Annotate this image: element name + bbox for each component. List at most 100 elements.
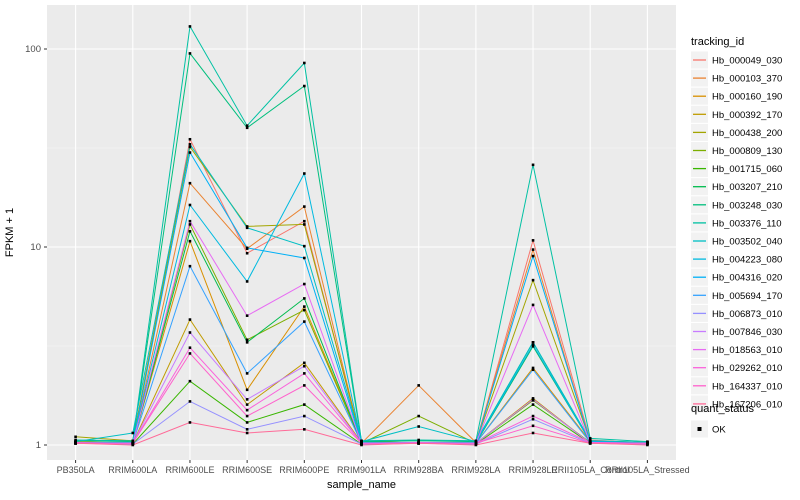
legend-entry-label: Hb_164337_010: [712, 381, 782, 392]
y-axis-title: FPKM + 1: [4, 208, 16, 257]
data-point: [188, 52, 192, 55]
legend-entry-label: Hb_000438_200: [712, 128, 782, 139]
data-point: [74, 435, 77, 439]
ok-square-marker-icon: [697, 427, 702, 431]
data-point: [303, 372, 306, 375]
data-point: [188, 379, 192, 383]
data-point: [588, 441, 592, 445]
data-point: [188, 143, 192, 146]
legend-entry-label: Hb_167206_010: [712, 399, 782, 410]
x-tick-label: PB350LA: [57, 465, 95, 475]
data-point: [417, 414, 420, 418]
data-point: [417, 438, 420, 442]
data-point: [303, 364, 306, 368]
data-point: [131, 443, 135, 447]
legend-entry-label: Hb_003248_030: [712, 200, 782, 211]
data-point: [74, 438, 77, 442]
data-point: [474, 441, 478, 445]
legend-entry-label: Hb_003502_040: [712, 237, 782, 248]
x-tick-label: RRIM928LE: [509, 465, 558, 475]
data-point: [245, 421, 249, 424]
data-point: [531, 398, 535, 401]
data-point: [245, 314, 249, 317]
data-point: [74, 441, 77, 445]
data-point: [303, 84, 306, 88]
data-point: [531, 239, 535, 242]
data-point: [188, 400, 192, 403]
legend-entry-label: Hb_029262_010: [712, 363, 782, 374]
data-point: [245, 403, 249, 406]
data-point: [303, 320, 306, 323]
legend-entry-label: Hb_006873_010: [712, 309, 782, 320]
data-point: [417, 425, 420, 428]
x-tick-label: RRII105LA_Stressed: [605, 465, 690, 475]
data-point: [646, 441, 649, 445]
legend-entry-label: Hb_003376_110: [712, 218, 782, 229]
data-point: [646, 443, 649, 447]
data-point: [245, 124, 249, 127]
data-point: [303, 205, 306, 208]
data-point: [245, 388, 249, 392]
data-point: [303, 305, 306, 308]
data-point: [360, 441, 363, 445]
data-point: [188, 264, 192, 268]
legend-title-quant-status: quant_status: [691, 403, 754, 415]
x-tick-label: RRIM600SE: [222, 465, 272, 475]
data-point: [531, 424, 535, 428]
data-point: [245, 226, 249, 230]
data-point: [245, 246, 249, 250]
data-point: [188, 219, 192, 223]
x-tick-label: RRIM600LA: [108, 465, 157, 475]
y-tick-label: 10: [30, 242, 41, 253]
legend-entry-label: Hb_018563_010: [712, 345, 782, 356]
data-point: [360, 443, 363, 447]
data-point: [531, 417, 535, 421]
legend-entry-label: Hb_000160_190: [712, 92, 782, 103]
data-point: [303, 308, 306, 312]
legend-entry-label: Hb_000103_370: [712, 74, 782, 85]
data-point: [188, 181, 192, 185]
legend-entry-label: Hb_003207_210: [712, 182, 782, 193]
legend-entry-label: Hb_001715_060: [712, 164, 782, 175]
data-point: [188, 145, 192, 149]
data-point: [188, 223, 192, 226]
data-point: [188, 137, 192, 141]
data-point: [188, 151, 192, 154]
data-point: [531, 343, 535, 347]
data-point: [245, 280, 249, 283]
data-point: [303, 414, 306, 418]
legend-entry-label: Hb_004223_080: [712, 255, 782, 266]
data-point: [531, 341, 535, 344]
data-point: [245, 398, 249, 401]
data-point: [531, 366, 535, 370]
data-point: [131, 431, 135, 435]
data-point: [245, 428, 249, 431]
data-point: [303, 403, 306, 406]
data-point: [188, 239, 192, 243]
y-tick-label: 1: [36, 440, 41, 451]
legend-entry-label: Hb_005694_170: [712, 291, 782, 302]
data-point: [303, 256, 306, 260]
data-point: [417, 441, 420, 445]
data-point: [303, 244, 306, 248]
legend-entry-label: Hb_000049_030: [712, 56, 782, 67]
data-point: [245, 372, 249, 375]
x-tick-label: RRII105LA_Control: [551, 465, 629, 475]
data-point: [188, 421, 192, 424]
data-point: [303, 384, 306, 387]
data-point: [303, 297, 306, 300]
data-point: [531, 163, 535, 167]
data-point: [245, 341, 249, 344]
x-axis-title: sample_name: [327, 479, 396, 491]
data-point: [417, 384, 420, 387]
data-point: [303, 219, 306, 223]
data-point: [131, 441, 135, 445]
data-point: [303, 61, 306, 65]
legend-entry-label: Hb_000392_170: [712, 110, 782, 121]
data-point: [531, 278, 535, 282]
data-point: [531, 414, 535, 418]
data-point: [303, 361, 306, 365]
data-point: [188, 346, 192, 350]
